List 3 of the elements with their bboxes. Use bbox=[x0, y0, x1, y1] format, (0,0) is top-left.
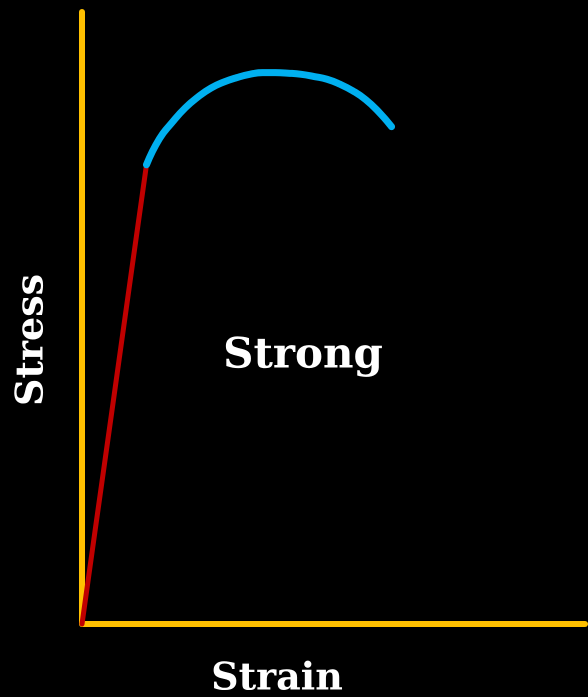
x-axis-title: Strain bbox=[211, 654, 343, 697]
annotation: Strong bbox=[223, 328, 383, 378]
y-axis-title: Stress bbox=[6, 274, 52, 406]
